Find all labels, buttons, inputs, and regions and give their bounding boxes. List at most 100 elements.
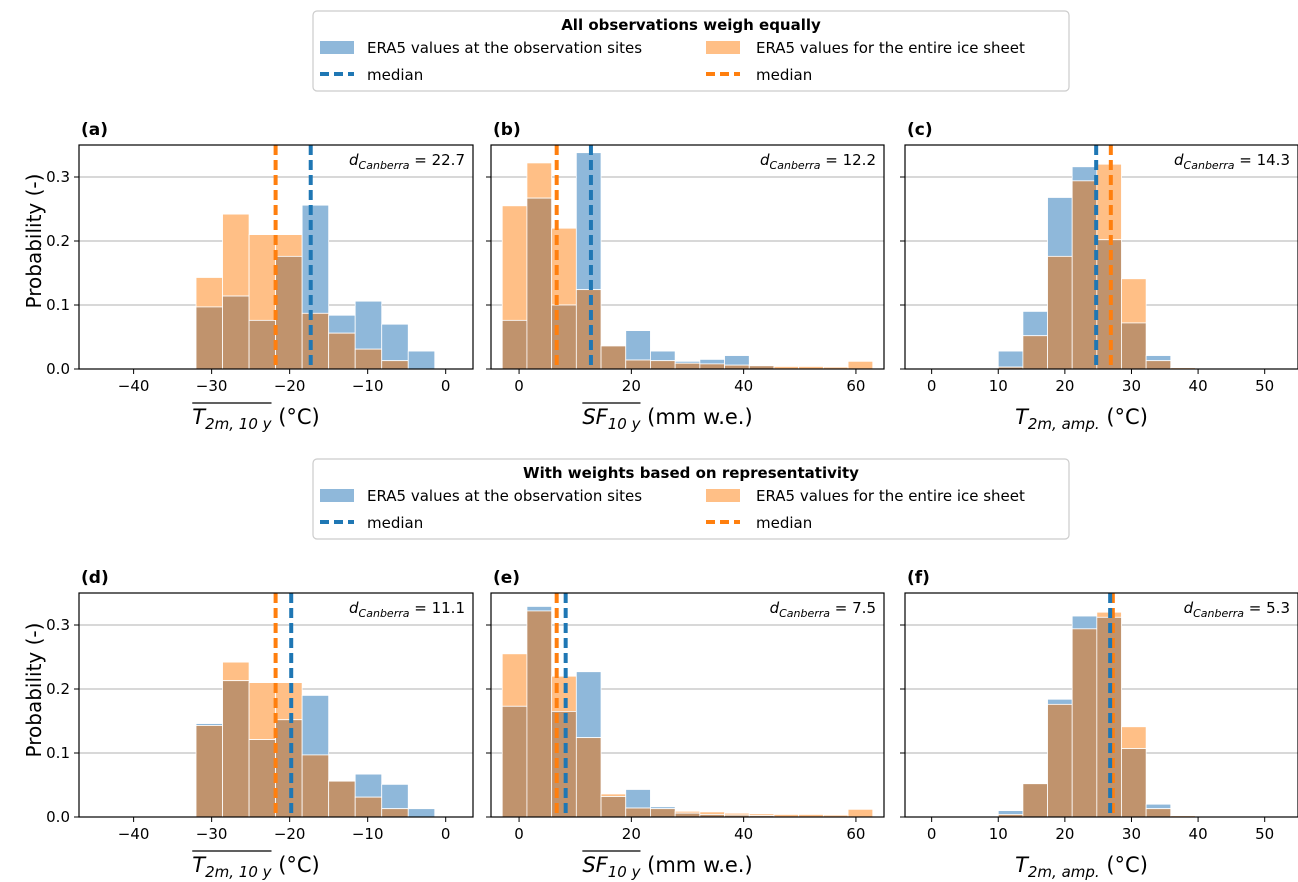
bar-overlap xyxy=(354,796,383,818)
bar-observation-sites xyxy=(1145,355,1172,362)
panel-b: 0 20 40 60 (b) dCanberra = 12.2 SF10 y (mm w.e… xyxy=(486,120,885,433)
x-axis-label: T2m, 10 y (°C) xyxy=(192,405,320,433)
bar-overlap xyxy=(526,610,553,818)
panel-f: 0 10 20 30 40 50 (f) dCanberra = 5.3 T2m, amp. (… xyxy=(900,568,1298,881)
legend-top-blue-swatch xyxy=(320,41,354,54)
bar-overlap xyxy=(248,739,277,818)
panel-a: −40 −30 −20 −10 0 0.0 0.1 0.2 0.3 (a) dCanberra = … xyxy=(46,120,474,433)
bar-observation-sites xyxy=(997,350,1024,368)
y-tick-label: 0.0 xyxy=(46,808,70,826)
x-axis-label: SF10 y (mm w.e.) xyxy=(582,853,752,881)
x-tick-label: −20 xyxy=(274,825,306,843)
bar-overlap xyxy=(1145,360,1172,370)
legend-bottom-title: With weights based on representativity xyxy=(523,464,859,482)
bar-observation-sites xyxy=(526,606,553,612)
bar-overlap xyxy=(328,780,356,818)
panel-c: 0 10 20 30 40 50 (c) dCanberra = 14.3 T2m, amp. … xyxy=(900,120,1298,433)
bar-ice-sheet xyxy=(275,682,303,721)
bar-observation-sites xyxy=(1022,310,1048,337)
x-tick-label: 60 xyxy=(846,377,865,395)
bar-overlap xyxy=(501,319,528,370)
panel-label: (c) xyxy=(907,120,933,140)
x-tick-label: −20 xyxy=(274,377,306,395)
x-tick-label: 0 xyxy=(514,825,524,843)
bar-ice-sheet xyxy=(195,277,223,308)
legend-top-blue-label: ERA5 values at the observation sites xyxy=(367,39,642,57)
bar-ice-sheet xyxy=(275,234,303,257)
x-tick-label: 10 xyxy=(989,377,1008,395)
bar-ice-sheet xyxy=(526,162,553,199)
bar-observation-sites xyxy=(354,300,383,350)
distance-label: dCanberra = 12.2 xyxy=(760,151,876,172)
bar-ice-sheet xyxy=(501,653,528,707)
x-tick-label: −40 xyxy=(118,825,150,843)
distance-label: dCanberra = 5.3 xyxy=(1184,599,1290,620)
legend-bottom-orange-label: ERA5 values for the entire ice sheet xyxy=(756,487,1025,505)
x-tick-label: −40 xyxy=(118,377,150,395)
x-tick-label: 30 xyxy=(1122,825,1141,843)
bar-overlap xyxy=(501,705,528,818)
bar-observation-sites xyxy=(625,330,651,361)
legend-bottom-blue-label: ERA5 values at the observation sites xyxy=(367,487,642,505)
y-axis-label-bottom: Probability (-) xyxy=(22,623,46,758)
bar-overlap xyxy=(328,332,356,370)
bar-overlap xyxy=(600,345,627,370)
y-tick-label: 0.3 xyxy=(46,616,70,634)
bar-observation-sites xyxy=(301,695,330,756)
x-tick-label: 0 xyxy=(441,377,451,395)
bar-observation-sites xyxy=(650,350,676,362)
bar-overlap xyxy=(1047,703,1073,818)
bar-ice-sheet xyxy=(847,808,874,818)
bar-observation-sites xyxy=(1047,197,1073,257)
panel-label: (e) xyxy=(493,568,520,588)
x-tick-label: 20 xyxy=(622,377,641,395)
x-tick-label: 0 xyxy=(927,377,937,395)
bar-overlap xyxy=(699,363,725,370)
bar-ice-sheet xyxy=(248,682,277,740)
legend-top-frame xyxy=(312,10,1070,92)
y-tick-label: 0.2 xyxy=(46,680,70,698)
bar-overlap xyxy=(248,319,277,370)
bar-overlap xyxy=(1022,335,1048,370)
legend-top: All observations weigh equally ERA5 valu… xyxy=(312,10,1070,92)
bar-overlap xyxy=(301,312,330,370)
x-tick-label: −30 xyxy=(196,825,228,843)
bar-overlap xyxy=(1022,783,1048,818)
x-tick-label: 10 xyxy=(989,825,1008,843)
bar-overlap xyxy=(354,348,383,370)
bar-observation-sites xyxy=(407,808,436,818)
x-axis-label: T2m, amp. (°C) xyxy=(1015,405,1148,433)
panel-label: (a) xyxy=(81,120,108,140)
bar-overlap xyxy=(1071,180,1098,370)
x-tick-label: −10 xyxy=(352,825,384,843)
legend-bottom-frame xyxy=(312,458,1070,540)
legend-bottom-blue-median-label: median xyxy=(367,514,423,532)
bar-overlap xyxy=(1047,255,1073,370)
bar-observation-sites xyxy=(328,314,356,334)
x-axis-label: T2m, 10 y (°C) xyxy=(192,853,320,881)
x-axis-label: T2m, amp. (°C) xyxy=(1015,853,1148,881)
x-tick-label: 40 xyxy=(734,825,753,843)
bar-observation-sites xyxy=(724,355,750,366)
bar-ice-sheet xyxy=(248,234,277,321)
legend-bottom-blue-swatch xyxy=(320,489,354,502)
bar-overlap xyxy=(625,807,651,818)
bar-observation-sites xyxy=(699,358,725,365)
bar-overlap xyxy=(575,737,602,818)
legend-top-blue-median-label: median xyxy=(367,66,423,84)
axes-frame xyxy=(78,592,474,818)
bar-overlap xyxy=(1071,628,1098,818)
bar-ice-sheet xyxy=(501,205,528,321)
bar-overlap xyxy=(650,808,676,818)
bar-observation-sites xyxy=(354,773,383,798)
axes-frame xyxy=(490,592,885,818)
legend-top-title: All observations weigh equally xyxy=(561,16,821,34)
y-tick-label: 0.0 xyxy=(46,360,70,378)
y-axis-label-top: Probability (-) xyxy=(22,174,46,309)
panel-e: 0 20 40 60 (e) dCanberra = 7.5 SF10 y (mm w.e.… xyxy=(486,568,885,881)
bar-observation-sites xyxy=(1145,803,1172,810)
bar-observation-sites xyxy=(1071,615,1098,630)
bar-observation-sites xyxy=(407,350,436,370)
axes-frame xyxy=(78,144,474,370)
